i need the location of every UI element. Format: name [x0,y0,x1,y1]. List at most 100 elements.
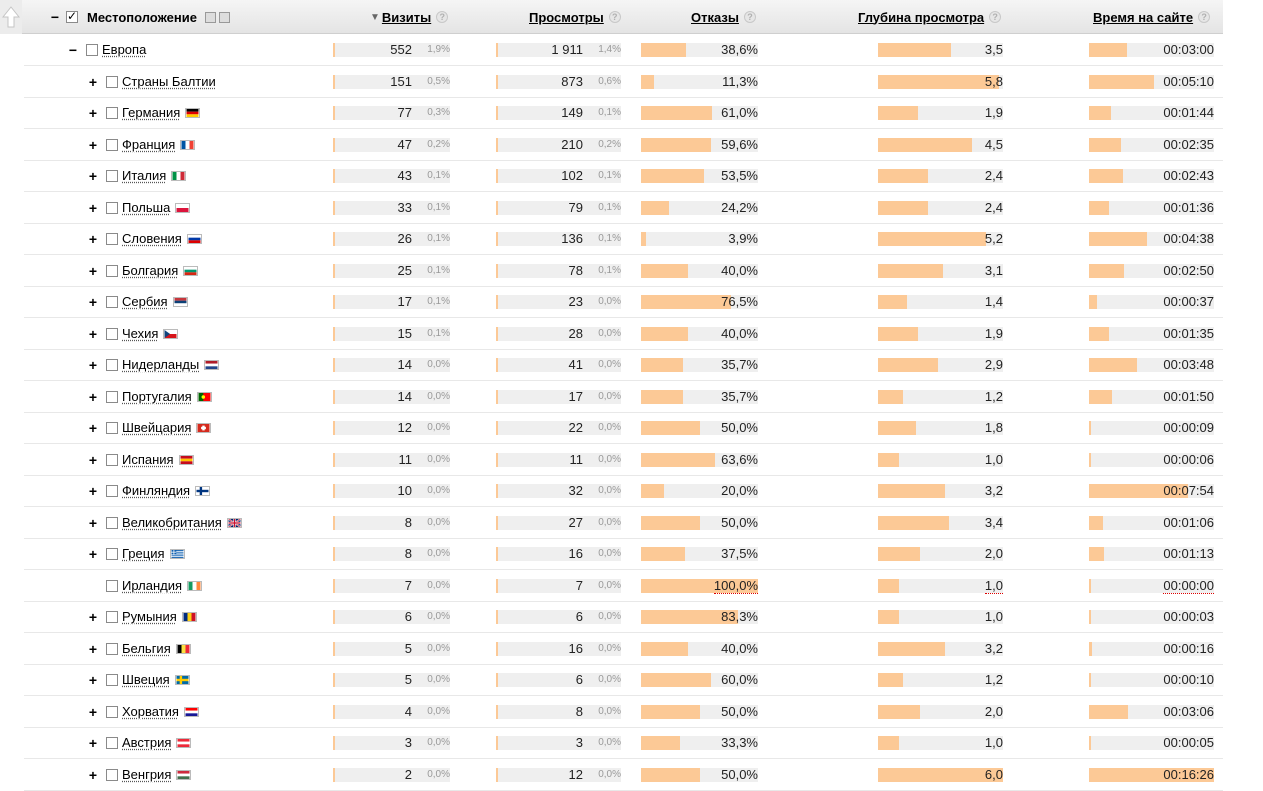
row-checkbox[interactable] [106,169,118,182]
expand-toggle[interactable]: + [88,640,98,657]
row-checkbox[interactable] [106,516,118,529]
expand-toggle[interactable]: + [88,671,98,688]
help-icon[interactable]: ? [989,11,1002,23]
column-list-icon[interactable] [218,11,230,23]
table-row[interactable]: + Финляндия 10 0,0% 32 0,0% 20,0% 3,2 00… [0,475,1263,507]
expand-toggle[interactable]: + [88,388,98,405]
country-name-link[interactable]: Ирландия [122,578,183,593]
row-checkbox[interactable] [106,358,118,371]
scroll-up-button[interactable] [0,0,22,34]
country-name-link[interactable]: Великобритания [122,515,222,530]
country-name-link[interactable]: Австрия [122,735,172,750]
expand-toggle[interactable]: + [88,199,98,216]
country-name-link[interactable]: Финляндия [122,483,191,498]
row-checkbox[interactable] [106,232,118,245]
table-row[interactable]: + Венгрия 2 0,0% 12 0,0% 50,0% 6,0 00:16… [0,759,1263,791]
visits-column-header[interactable]: Визиты [381,9,432,25]
table-row[interactable]: + Румыния 6 0,0% 6 0,0% 83,3% 1,0 00:00:… [0,601,1263,633]
help-icon[interactable]: ? [743,11,756,23]
expand-toggle[interactable]: + [88,293,98,310]
country-name-link[interactable]: Нидерланды [122,357,200,372]
row-checkbox[interactable] [106,736,118,749]
table-row[interactable]: + Хорватия 4 0,0% 8 0,0% 50,0% 2,0 00:03… [0,696,1263,728]
row-checkbox[interactable] [106,327,118,340]
table-row[interactable]: + Швейцария 12 0,0% 22 0,0% 50,0% 1,8 00… [0,412,1263,444]
expand-toggle[interactable]: + [88,766,98,783]
help-icon[interactable]: ? [1198,11,1211,23]
help-icon[interactable]: ? [436,11,449,23]
views-column-header[interactable]: Просмотры [529,9,604,25]
expand-toggle[interactable]: + [88,545,98,562]
row-checkbox[interactable] [106,390,118,403]
select-all-checkbox[interactable] [66,0,78,34]
row-checkbox[interactable] [106,295,118,308]
row-checkbox[interactable] [106,453,118,466]
row-checkbox[interactable] [106,201,118,214]
country-name-link[interactable]: Италия [122,168,167,183]
country-name-link[interactable]: Германия [122,105,181,120]
expand-toggle[interactable]: + [88,703,98,720]
depth-column-header[interactable]: Глубина просмотра [858,9,985,25]
table-row[interactable]: + Болгария 25 0,1% 78 0,1% 40,0% 3,1 00:… [0,255,1263,287]
time-column-header[interactable]: Время на сайте [1093,9,1194,25]
bounces-column-header[interactable]: Отказы [691,9,739,25]
country-name-link[interactable]: Испания [122,452,174,467]
row-checkbox[interactable] [106,484,118,497]
expand-toggle[interactable]: + [88,419,98,436]
country-name-link[interactable]: Греция [122,546,165,561]
collapse-all-toggle[interactable]: − [50,9,60,25]
region-name-link[interactable]: Европа [102,42,147,57]
expand-toggle[interactable]: + [88,104,98,121]
country-name-link[interactable]: Швейцария [122,420,192,435]
row-checkbox[interactable] [106,705,118,718]
row-checkbox[interactable] [106,138,118,151]
row-checkbox[interactable] [106,768,118,781]
country-name-link[interactable]: Швеция [122,672,170,687]
row-checkbox[interactable] [86,43,98,56]
table-row[interactable]: + Италия 43 0,1% 102 0,1% 53,5% 2,4 00:0… [0,160,1263,192]
country-name-link[interactable]: Польша [122,200,171,215]
table-row[interactable]: + Великобритания 8 0,0% 27 0,0% 50,0% 3,… [0,507,1263,539]
table-row[interactable]: + Бельгия 5 0,0% 16 0,0% 40,0% 3,2 00:00… [0,633,1263,665]
row-checkbox[interactable] [106,75,118,88]
expand-toggle[interactable]: + [88,451,98,468]
table-row[interactable]: + Греция 8 0,0% 16 0,0% 37,5% 2,0 00:01:… [0,538,1263,570]
expand-toggle[interactable]: + [88,73,98,90]
row-checkbox[interactable] [106,547,118,560]
expand-toggle[interactable]: + [88,608,98,625]
expand-toggle[interactable]: + [88,325,98,342]
country-name-link[interactable]: Хорватия [122,704,179,719]
row-checkbox[interactable] [106,610,118,623]
table-row-region[interactable]: − Европа 552 1,9% 1 911 1,4% 38,6% 3,5 0… [0,34,1263,66]
help-icon[interactable]: ? [608,11,621,23]
country-name-link[interactable]: Португалия [122,389,192,404]
row-checkbox[interactable] [106,264,118,277]
table-row[interactable]: + Словения 26 0,1% 136 0,1% 3,9% 5,2 00:… [0,223,1263,255]
table-row[interactable]: + Испания 11 0,0% 11 0,0% 63,6% 1,0 00:0… [0,444,1263,476]
table-row[interactable]: + Страны Балтии 151 0,5% 873 0,6% 11,3% … [0,66,1263,98]
country-name-link[interactable]: Словения [122,231,182,246]
expand-toggle[interactable]: + [88,167,98,184]
country-name-link[interactable]: Венгрия [122,767,172,782]
expand-toggle[interactable]: + [88,482,98,499]
expand-toggle[interactable]: + [88,230,98,247]
table-row[interactable]: + Сербия 17 0,1% 23 0,0% 76,5% 1,4 00:00… [0,286,1263,318]
table-row[interactable]: + Швеция 5 0,0% 6 0,0% 60,0% 1,2 00:00:1… [0,664,1263,696]
table-row[interactable]: + Польша 33 0,1% 79 0,1% 24,2% 2,4 00:01… [0,192,1263,224]
collapse-toggle[interactable]: − [68,41,78,58]
table-row[interactable]: + Чехия 15 0,1% 28 0,0% 40,0% 1,9 00:01:… [0,318,1263,350]
country-name-link[interactable]: Бельгия [122,641,171,656]
row-checkbox[interactable] [106,673,118,686]
table-row[interactable]: + Германия 77 0,3% 149 0,1% 61,0% 1,9 00… [0,97,1263,129]
column-settings-icon[interactable] [204,11,216,23]
country-name-link[interactable]: Болгария [122,263,179,278]
row-checkbox[interactable] [106,421,118,434]
expand-toggle[interactable]: + [88,514,98,531]
row-checkbox[interactable] [106,579,118,592]
table-row[interactable]: + Португалия 14 0,0% 17 0,0% 35,7% 1,2 0… [0,381,1263,413]
table-row[interactable]: Ирландия 7 0,0% 7 0,0% 100,0% 1,0 00:00:… [0,570,1263,602]
country-name-link[interactable]: Сербия [122,294,168,309]
row-checkbox[interactable] [106,642,118,655]
table-row[interactable]: + Австрия 3 0,0% 3 0,0% 33,3% 1,0 00:00:… [0,727,1263,759]
table-row[interactable]: + Нидерланды 14 0,0% 41 0,0% 35,7% 2,9 0… [0,349,1263,381]
